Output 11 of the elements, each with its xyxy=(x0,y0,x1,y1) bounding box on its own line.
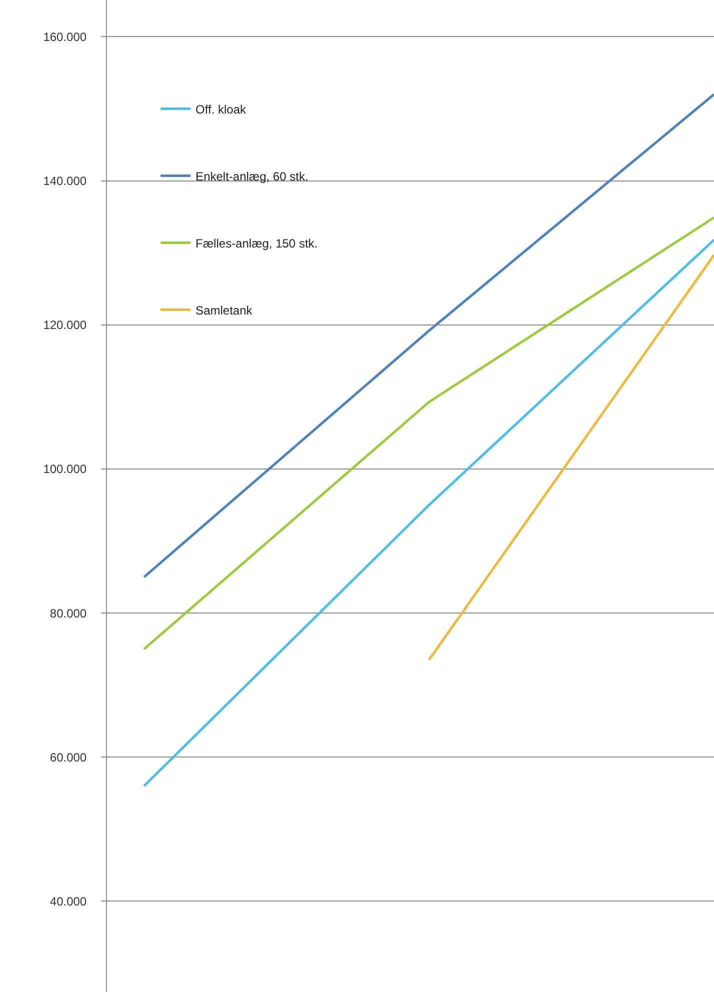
y-tick-label: 60.000 xyxy=(50,750,87,764)
y-tick-label: 120.000 xyxy=(43,318,87,332)
y-tick-label: 160.000 xyxy=(43,30,87,44)
y-tick-label: 40.000 xyxy=(50,894,87,908)
legend-label: Fælles-anlæg, 150 stk. xyxy=(196,236,318,250)
y-tick-label: 100.000 xyxy=(43,462,87,476)
legend-label: Enkelt-anlæg, 60 stk. xyxy=(196,169,308,184)
legend-label: Samletank xyxy=(196,303,254,318)
y-tick-label: 80.000 xyxy=(50,606,87,620)
legend-label: Off. kloak xyxy=(196,102,248,116)
y-tick-label: 140.000 xyxy=(43,174,87,188)
